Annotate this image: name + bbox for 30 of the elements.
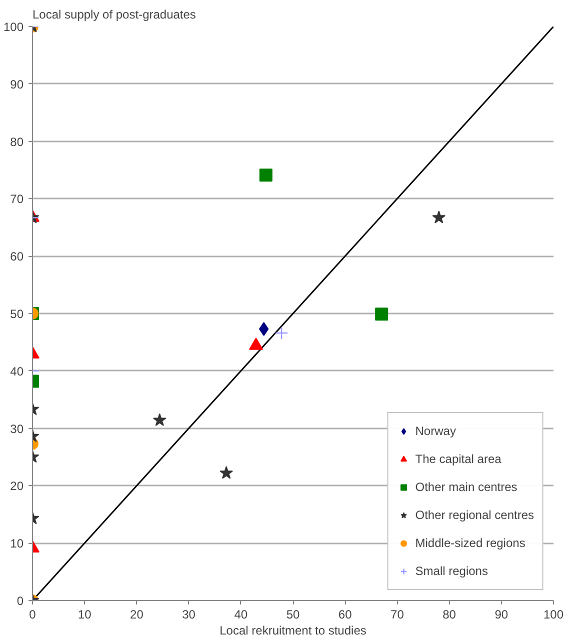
x-tick-label: 40 (234, 608, 248, 622)
x-tick-label: 60 (338, 608, 352, 622)
x-tick-label: 90 (494, 608, 508, 622)
legend-label: The capital area (415, 452, 502, 466)
x-tick-label: 10 (78, 608, 92, 622)
x-tick-label: 0 (29, 608, 36, 622)
x-tick-label: 30 (182, 608, 196, 622)
y-tick-label: 80 (10, 134, 24, 149)
legend-label: Middle-sized regions (415, 536, 526, 550)
y-tick-label: 100 (3, 20, 24, 34)
x-tick-label: 50 (286, 608, 300, 622)
y-tick-label: 10 (10, 536, 24, 551)
y-tick-label: 40 (10, 364, 24, 378)
legend-label: Norway (415, 424, 456, 438)
y-tick-label: 0 (16, 594, 24, 608)
chart-title: Local supply of post-graduates (32, 8, 196, 22)
y-tick-label: 20 (10, 479, 24, 494)
x-tick-label: 100 (543, 608, 564, 622)
x-tick-label: 20 (130, 608, 144, 622)
legend-label: Small regions (415, 564, 488, 578)
x-tick-label: 80 (442, 608, 456, 622)
x-axis-title: Local rekruitment to studies (220, 624, 366, 638)
y-tick-label: 60 (10, 250, 24, 264)
y-tick-label: 90 (10, 77, 24, 92)
y-tick-label: 50 (10, 307, 24, 321)
y-tick-label: 30 (10, 422, 24, 436)
legend-label: Other regional centres (415, 508, 534, 522)
legend-label: Other main centres (415, 480, 518, 494)
y-tick-label: 70 (10, 192, 24, 206)
x-tick-label: 70 (390, 608, 404, 622)
